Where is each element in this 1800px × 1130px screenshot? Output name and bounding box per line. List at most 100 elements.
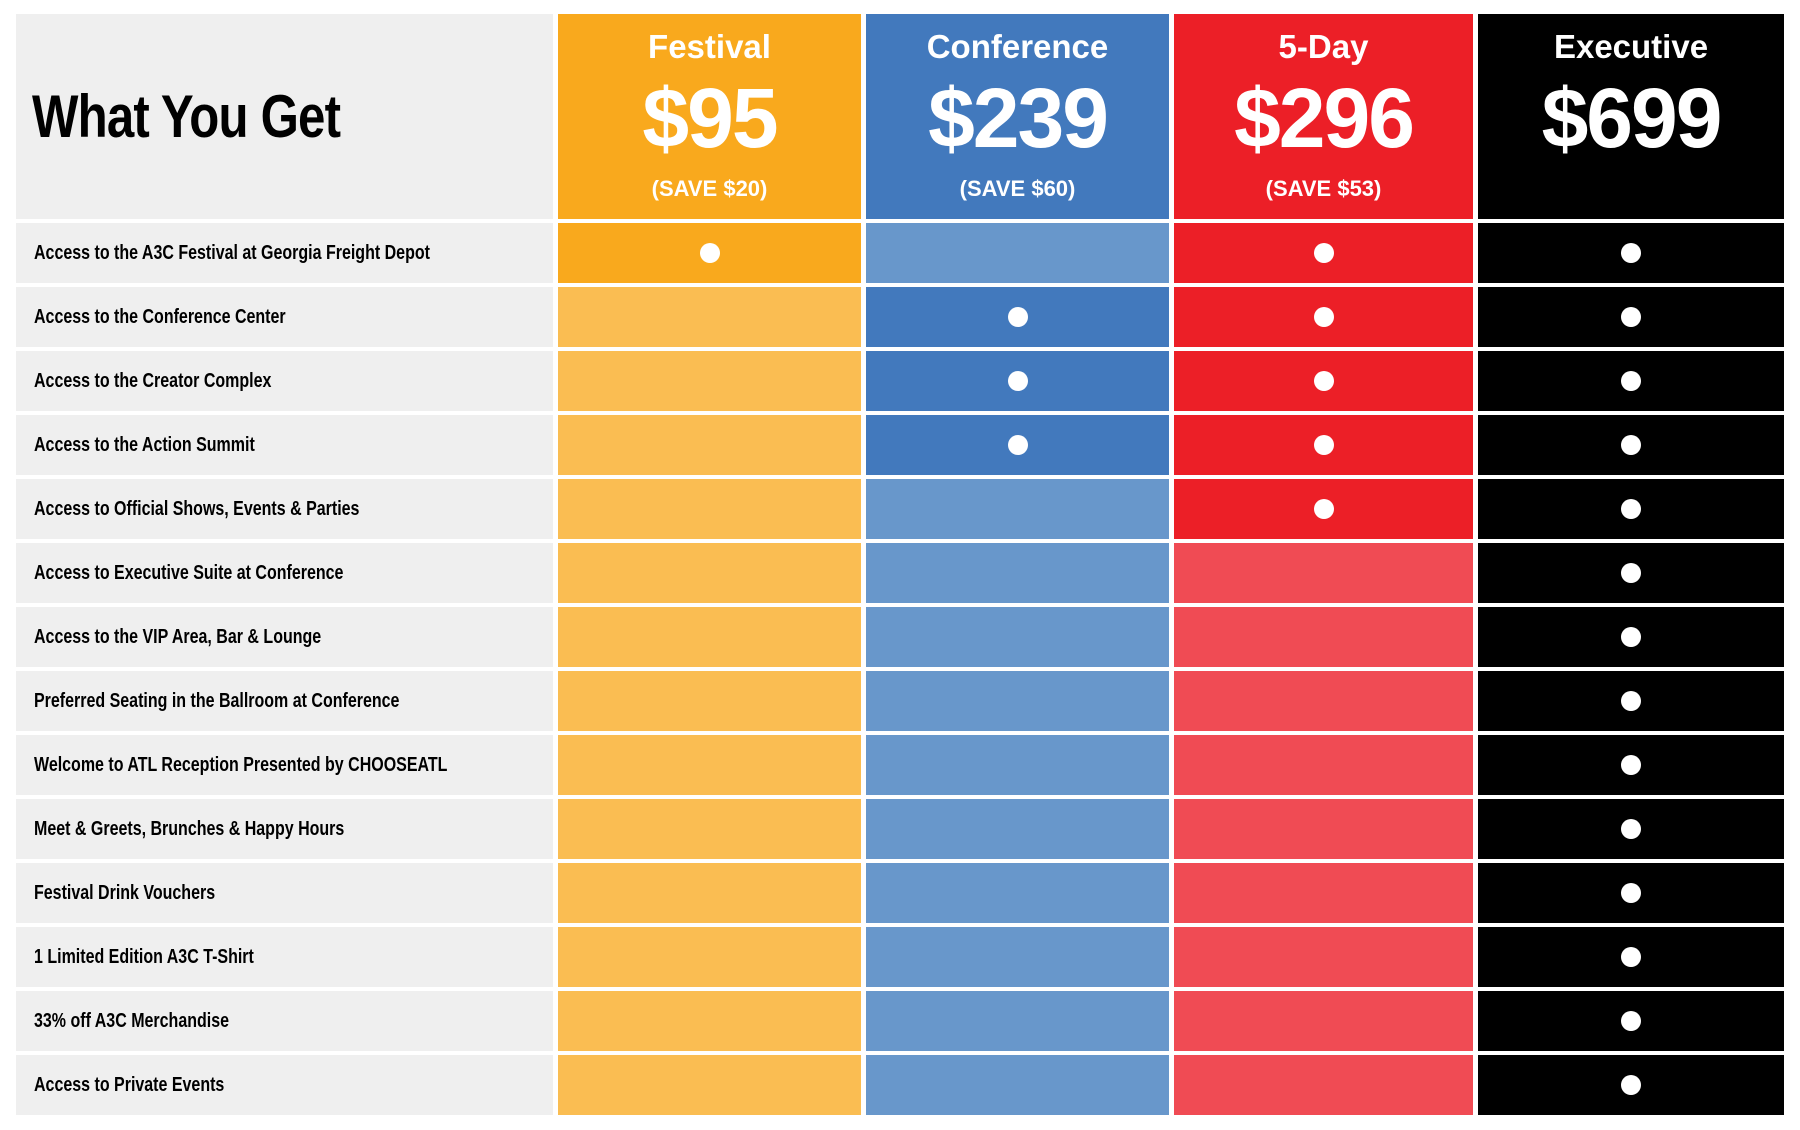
included-dot-icon <box>699 243 720 263</box>
included-dot-icon <box>1621 1011 1641 1031</box>
included-dot-icon <box>1621 691 1641 711</box>
plan-save-badge: (SAVE $60) <box>959 176 1076 201</box>
plan-name: Conference <box>926 28 1109 65</box>
included-dot-icon <box>1313 435 1334 455</box>
cell-5-day-row-5 <box>1174 479 1473 539</box>
corner-header-cell: What You Get <box>16 14 553 219</box>
cell-festival-row-9 <box>558 735 861 795</box>
cell-executive-row-3 <box>1478 351 1784 411</box>
cell-festival-row-11 <box>558 863 861 923</box>
included-dot-icon <box>1313 243 1334 263</box>
plan-save-badge: (SAVE $53) <box>1265 176 1382 201</box>
feature-label: Access to the VIP Area, Bar & Lounge <box>34 625 322 648</box>
included-dot-icon <box>1621 819 1641 839</box>
included-dot-icon <box>1621 947 1641 967</box>
cell-festival-row-8 <box>558 671 861 731</box>
cell-festival-row-1 <box>558 223 861 283</box>
cell-5-day-row-1 <box>1174 223 1473 283</box>
feature-label-cell: Festival Drink Vouchers <box>16 863 553 923</box>
cell-5-day-row-14 <box>1174 1055 1473 1115</box>
cell-executive-row-10 <box>1478 799 1784 859</box>
cell-festival-row-7 <box>558 607 861 667</box>
feature-label: Access to the Action Summit <box>34 433 255 456</box>
cell-executive-row-8 <box>1478 671 1784 731</box>
cell-5-day-row-12 <box>1174 927 1473 987</box>
cell-executive-row-9 <box>1478 735 1784 795</box>
plan-header-executive: Executive $699 <box>1478 14 1784 219</box>
cell-executive-row-12 <box>1478 927 1784 987</box>
cell-executive-row-4 <box>1478 415 1784 475</box>
plan-price: $699 <box>1541 71 1723 165</box>
feature-label-cell: Access to the Conference Center <box>16 287 553 347</box>
cell-5-day-row-3 <box>1174 351 1473 411</box>
feature-label: Preferred Seating in the Ballroom at Con… <box>34 689 400 712</box>
included-dot-icon <box>1621 755 1641 775</box>
feature-label: Access to the A3C Festival at Georgia Fr… <box>34 241 430 264</box>
included-dot-icon <box>1621 371 1641 391</box>
feature-label-cell: Access to the Action Summit <box>16 415 553 475</box>
cell-conference-row-12 <box>866 927 1169 987</box>
cell-conference-row-11 <box>866 863 1169 923</box>
feature-label: Access to the Conference Center <box>34 305 286 328</box>
feature-label-cell: Access to the A3C Festival at Georgia Fr… <box>16 223 553 283</box>
feature-label: Access to Official Shows, Events & Parti… <box>34 497 360 520</box>
plan-name: Executive <box>1553 28 1709 65</box>
cell-festival-row-14 <box>558 1055 861 1115</box>
included-dot-icon <box>1007 307 1028 327</box>
cell-executive-row-13 <box>1478 991 1784 1051</box>
comparison-grid: What You Get Festival $95 (SAVE $20) Con… <box>16 14 1784 1115</box>
feature-label: 33% off A3C Merchandise <box>34 1009 230 1032</box>
included-dot-icon <box>1007 435 1028 455</box>
cell-conference-row-10 <box>866 799 1169 859</box>
feature-label: Access to Private Events <box>34 1073 225 1096</box>
cell-executive-row-1 <box>1478 223 1784 283</box>
feature-label-cell: Access to the VIP Area, Bar & Lounge <box>16 607 553 667</box>
included-dot-icon <box>1313 499 1334 519</box>
included-dot-icon <box>1621 627 1641 647</box>
cell-5-day-row-2 <box>1174 287 1473 347</box>
plan-price: $296 <box>1234 71 1415 165</box>
feature-label-cell: 33% off A3C Merchandise <box>16 991 553 1051</box>
table-title: What You Get <box>32 83 341 150</box>
cell-festival-row-12 <box>558 927 861 987</box>
included-dot-icon <box>1621 1075 1641 1095</box>
included-dot-icon <box>1007 371 1028 391</box>
cell-executive-row-7 <box>1478 607 1784 667</box>
cell-conference-row-7 <box>866 607 1169 667</box>
feature-label: Access to the Creator Complex <box>34 369 272 392</box>
feature-label-cell: Preferred Seating in the Ballroom at Con… <box>16 671 553 731</box>
cell-5-day-row-11 <box>1174 863 1473 923</box>
cell-5-day-row-9 <box>1174 735 1473 795</box>
cell-conference-row-8 <box>866 671 1169 731</box>
feature-label: Meet & Greets, Brunches & Happy Hours <box>34 817 345 840</box>
feature-label-cell: Access to the Creator Complex <box>16 351 553 411</box>
included-dot-icon <box>1313 371 1334 391</box>
plan-price: $239 <box>928 71 1109 165</box>
plan-price: $95 <box>642 71 778 165</box>
plan-name: 5-Day <box>1278 28 1369 65</box>
cell-conference-row-2 <box>866 287 1169 347</box>
cell-5-day-row-7 <box>1174 607 1473 667</box>
cell-conference-row-4 <box>866 415 1169 475</box>
feature-label: Festival Drink Vouchers <box>34 881 216 904</box>
feature-label: 1 Limited Edition A3C T-Shirt <box>34 945 254 968</box>
cell-festival-row-5 <box>558 479 861 539</box>
feature-label-cell: Meet & Greets, Brunches & Happy Hours <box>16 799 553 859</box>
cell-5-day-row-10 <box>1174 799 1473 859</box>
cell-executive-row-14 <box>1478 1055 1784 1115</box>
cell-executive-row-5 <box>1478 479 1784 539</box>
cell-conference-row-5 <box>866 479 1169 539</box>
cell-executive-row-11 <box>1478 863 1784 923</box>
included-dot-icon <box>1621 883 1641 903</box>
feature-label-cell: Welcome to ATL Reception Presented by CH… <box>16 735 553 795</box>
cell-festival-row-13 <box>558 991 861 1051</box>
cell-5-day-row-6 <box>1174 543 1473 603</box>
included-dot-icon <box>1313 307 1334 327</box>
cell-5-day-row-4 <box>1174 415 1473 475</box>
plan-name: Festival <box>648 28 771 65</box>
feature-label: Welcome to ATL Reception Presented by CH… <box>34 753 448 776</box>
cell-executive-row-2 <box>1478 287 1784 347</box>
cell-conference-row-14 <box>866 1055 1169 1115</box>
cell-conference-row-3 <box>866 351 1169 411</box>
cell-conference-row-1 <box>866 223 1169 283</box>
